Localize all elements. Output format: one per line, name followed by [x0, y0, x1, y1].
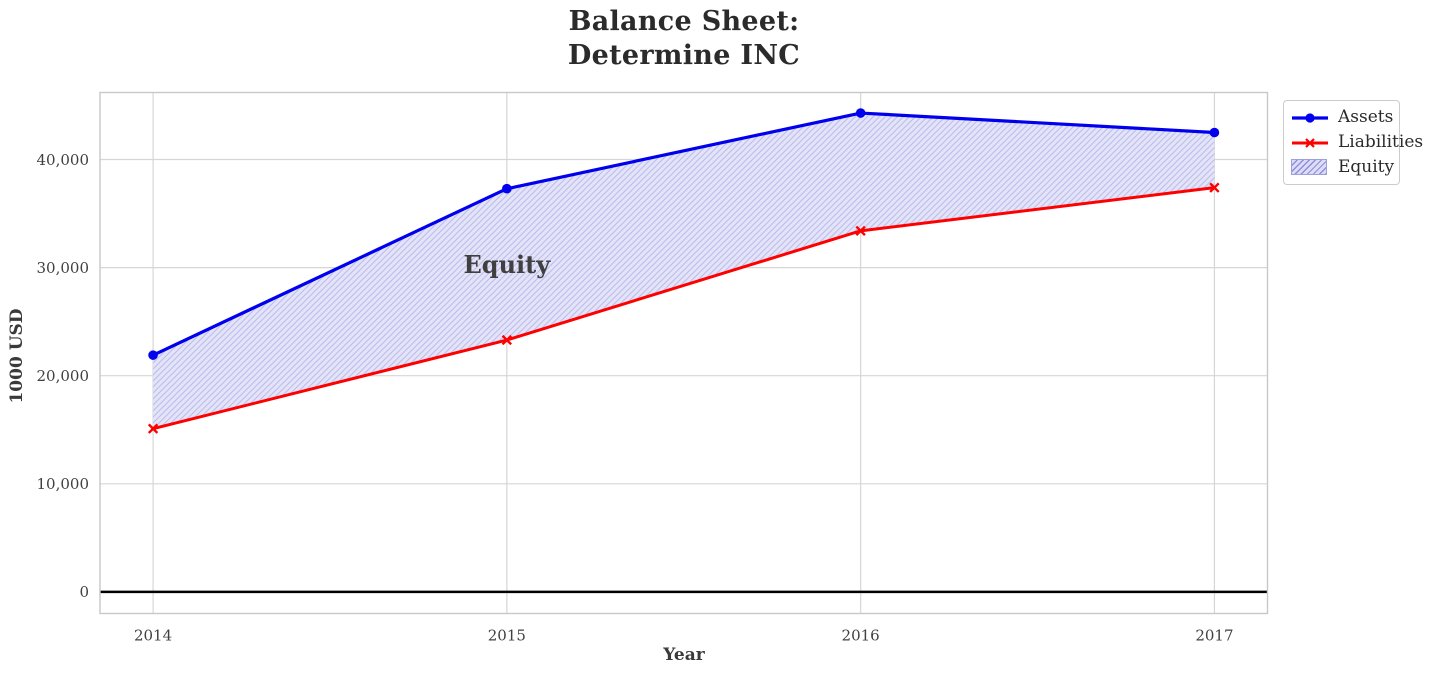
legend-item-assets: Assets — [1291, 108, 1395, 128]
y-tick-label: 30,000 — [37, 259, 90, 277]
x-tick-label: 2017 — [1195, 627, 1233, 645]
liabilities-marker — [1209, 182, 1220, 193]
legend-label-equity: Equity — [1338, 156, 1395, 177]
assets-marker — [148, 350, 158, 360]
liabilities-marker — [855, 225, 866, 237]
x-tick-label: 2016 — [842, 627, 880, 645]
legend-hatch-glyph — [1291, 159, 1327, 176]
chart-title: Balance Sheet: Determine INC — [100, 5, 1268, 73]
liabilities-line — [152, 186, 1215, 431]
x-axis-label: Year — [663, 645, 705, 665]
y-tick-label: 20,000 — [37, 367, 90, 385]
liabilities-marker — [501, 334, 513, 346]
assets-marker — [1209, 127, 1220, 138]
chart-legend: Assets Liabilities Equity — [1283, 100, 1423, 185]
x-tick-label: 2015 — [488, 627, 526, 645]
assets-line — [152, 111, 1215, 357]
chart-title-line-2: Determine INC — [567, 40, 801, 71]
x-tick-label: 2014 — [134, 627, 172, 645]
equity-annotation: Equity — [464, 250, 552, 279]
legend-item-liabilities: Liabilities — [1291, 133, 1423, 153]
plot-border — [99, 91, 1269, 615]
assets-line-circle-icon — [1291, 108, 1329, 128]
legend-line-circle-glyph — [1292, 113, 1328, 123]
equity-hatch-patch-icon — [1291, 157, 1329, 177]
assets-marker — [502, 183, 512, 194]
legend-item-equity: Equity — [1291, 157, 1395, 177]
liabilities-line-x-icon — [1291, 133, 1329, 153]
legend-label-liabilities: Liabilities — [1338, 132, 1424, 152]
y-tick-label: 10,000 — [37, 475, 90, 493]
y-tick-label: 0 — [79, 583, 89, 601]
liabilities-marker — [147, 423, 159, 434]
chart-title-line-1: Balance Sheet: — [568, 6, 800, 37]
y-tick-label: 40,000 — [37, 151, 90, 169]
legend-label-assets: Assets — [1338, 107, 1394, 128]
y-axis-label: 1000 USD — [7, 308, 27, 404]
assets-marker — [855, 108, 866, 118]
equity-fill-area — [153, 113, 1215, 429]
legend-line-x-glyph — [1292, 137, 1328, 148]
